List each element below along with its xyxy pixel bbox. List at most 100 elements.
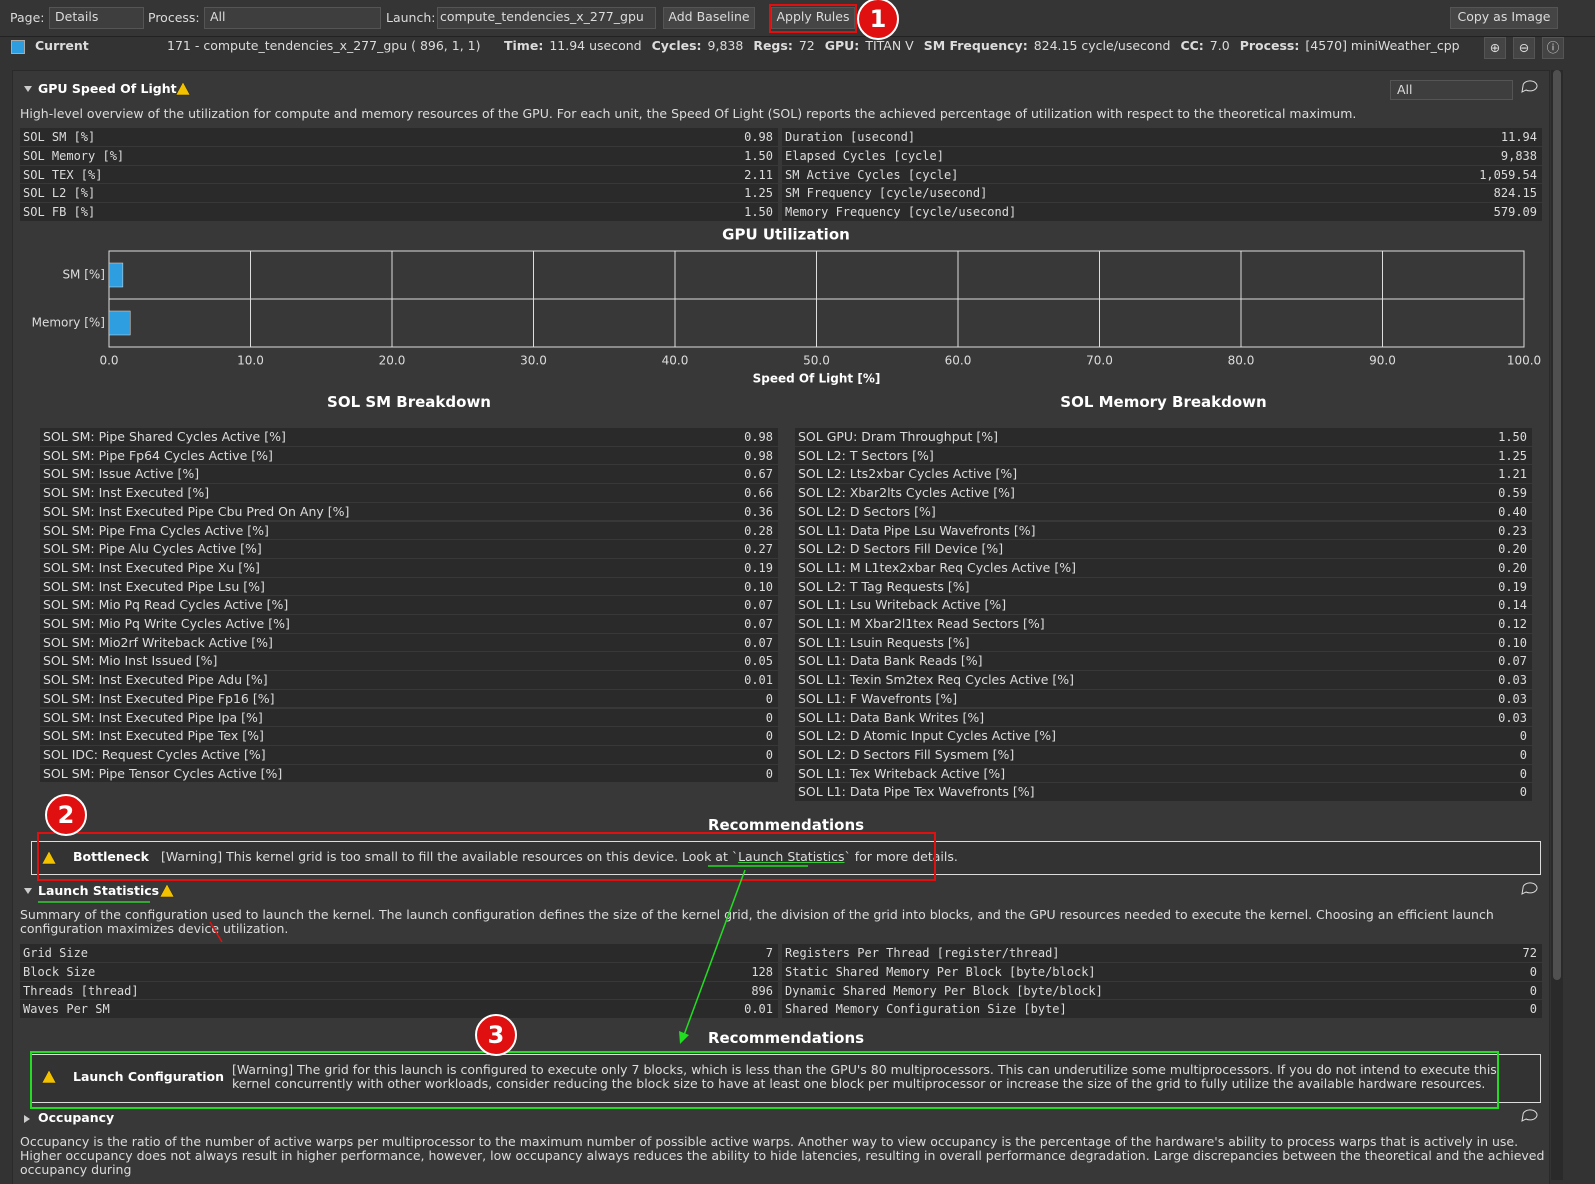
metric-value: 0.67 [744,467,773,482]
metric-value: 0.59 [1498,486,1527,501]
metric-name: SOL L1: F Wavefronts [%] [798,690,958,706]
metric-value: 0.20 [1498,542,1527,557]
dropdown[interactable]: compute_tendencies_x_277_gpu [437,7,656,29]
metric-value: 0.98 [744,130,773,144]
metric-name: SOL L1: Texin Sm2tex Req Cycles Active [… [798,672,1075,688]
metric-value: 0 [765,729,773,744]
table-row [40,577,778,596]
metric-name: SOL L2: Xbar2lts Cycles Active [%] [798,485,1015,501]
metric-value: 7 [765,946,773,960]
table-row [40,764,778,783]
metric-name: SOL SM: Inst Executed Pipe Fp16 [%] [43,690,275,706]
link[interactable]: Launch Statistics [738,849,845,864]
table-row [795,446,1532,465]
dropdown[interactable]: Details [49,7,144,29]
icon-button[interactable]: ⊕ [1484,37,1506,59]
description: High-level overview of the utilization f… [20,106,1357,121]
button[interactable]: Add Baseline [663,7,755,29]
metric-name: SOL L1: Data Pipe Lsu Wavefronts [%] [798,522,1036,538]
table-row [40,484,778,502]
description: Occupancy is the ratio of the number of … [20,1134,1545,1177]
breakdown-title: SOL Memory Breakdown [1060,393,1267,411]
metric-name: SOL L1: Data Bank Reads [%] [798,653,983,669]
metric-value: 0.03 [1498,710,1527,725]
field-label: Regs: [753,38,793,53]
table-row [20,203,778,221]
metric-value: 0.40 [1498,504,1527,519]
field-value: 72 [798,38,815,53]
table-row [795,652,1532,671]
table-row [795,783,1532,801]
metric-name: SOL IDC: Request Cycles Active [%] [43,746,266,762]
rule-name: Launch Configuration [73,1069,224,1084]
section-title[interactable]: Launch Statistics [38,883,160,898]
metric-name: Memory Frequency [cycle/usecond] [785,205,1017,219]
metric-name: SOL SM: Pipe Alu Cycles Active [%] [43,541,262,557]
metric-name: SOL Memory [%] [23,148,125,163]
metric-name: SOL L2: D Sectors [%] [798,503,936,519]
metric-value: 0.07 [744,617,773,631]
button[interactable]: Apply Rules [771,7,855,29]
metric-value: 1.21 [1498,467,1527,482]
label: Page: [10,10,45,25]
metric-value: 0 [1529,964,1537,979]
filter-dropdown[interactable]: All [1390,80,1513,100]
metric-value: 1,059.54 [1479,167,1537,182]
table-row [795,577,1532,596]
metric-name: SOL SM: Inst Executed Pipe Lsu [%] [43,578,265,594]
table-row [782,944,1542,962]
metric-value: 0 [1519,729,1527,744]
dropdown[interactable]: All [204,7,381,29]
metric-value: 0 [765,766,773,781]
table-row [20,962,778,981]
table-row [40,502,778,521]
section-title[interactable]: GPU Speed Of Light [38,81,177,96]
metric-value: 0.19 [744,560,773,575]
field-value: TITAN V [865,38,914,53]
table-row [795,727,1532,745]
table-row [40,615,778,633]
result-name: Current [35,38,89,53]
field-label: Time: [504,38,544,53]
metric-value: 0.98 [744,430,773,444]
button[interactable]: Copy as Image [1450,7,1558,29]
section-title[interactable]: Occupancy [38,1110,115,1125]
table-row [40,596,778,614]
icon-button[interactable]: ⓘ [1542,37,1564,59]
table-row [40,558,778,577]
table-row [20,165,778,184]
metric-name: SOL L1: M Xbar2l1tex Read Sectors [%] [798,616,1045,631]
table-row [795,428,1532,446]
result-fields: Time: 11.94 usecond Cycles: 9,838 Regs: 72 GPU… [504,37,1464,55]
field-label: GPU: [824,38,860,53]
metric-value: 128 [751,964,773,979]
metric-name: SOL SM: Mio Inst Issued [%] [43,653,218,669]
metric-name: SOL FB [%] [23,205,96,219]
metric-value: 0.07 [744,598,773,613]
metric-name: Duration [usecond] [785,130,916,144]
metric-value: 0.14 [1498,598,1527,613]
table-row [795,671,1532,689]
metric-value: 0.36 [744,504,773,519]
metric-value: 0.28 [744,523,773,538]
table-row [782,184,1542,202]
table-row [20,944,778,962]
table-row [795,689,1532,708]
table-row [795,521,1532,540]
metric-value: 0 [1529,1002,1537,1017]
field-value: [4570] miniWeather_cpp [1305,38,1460,53]
metric-name: SOL L2 [%] [23,186,96,201]
metric-value: 0 [765,747,773,762]
table-row [782,1000,1542,1018]
metric-name: Elapsed Cycles [cycle] [785,148,944,163]
metric-value: 1.50 [744,205,773,219]
table-row [40,727,778,745]
field-value: 824.15 cycle/usecond [1033,38,1171,53]
metric-name: SOL GPU: Dram Throughput [%] [798,429,999,444]
recommendations-title: Recommendations [707,816,865,834]
metric-name: SOL L1: Lsuin Requests [%] [798,634,970,650]
metric-name: SOL SM: Inst Executed Pipe Cbu Pred On A… [43,503,350,519]
table-row [40,689,778,708]
icon-button[interactable]: ⊖ [1513,37,1535,59]
metric-value: 0.12 [1498,617,1527,631]
